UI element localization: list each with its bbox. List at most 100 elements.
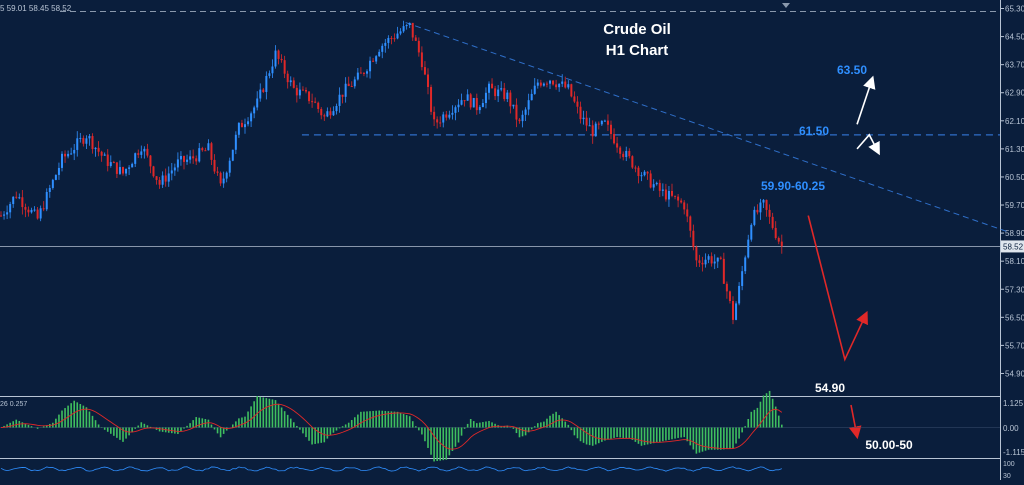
chart-title-line2: H1 Chart	[606, 42, 669, 59]
candle-body	[128, 167, 131, 169]
candle-body	[692, 230, 695, 248]
candle-body	[51, 179, 54, 188]
candle-body	[600, 120, 603, 125]
candle-body	[237, 122, 240, 135]
candle-body	[448, 114, 451, 118]
candle-body	[646, 171, 649, 174]
candle-body	[616, 143, 619, 148]
candle-body	[9, 204, 12, 213]
candle-body	[88, 136, 91, 139]
price-tick-label: 65.30	[1005, 5, 1024, 14]
candle-body	[741, 271, 744, 286]
candle-body	[597, 123, 600, 125]
candle-body	[576, 101, 579, 107]
candle-body	[585, 117, 588, 126]
candle-body	[375, 56, 378, 62]
candle-body	[57, 167, 60, 175]
candle-body	[768, 209, 771, 217]
candle-body	[195, 158, 198, 162]
candle-body	[277, 50, 280, 59]
candle-body	[158, 179, 161, 185]
candle-body	[103, 154, 106, 156]
bear-extension-arrow	[848, 404, 862, 440]
price-tick-label: 64.50	[1005, 33, 1024, 42]
annotation-50-00-50: 50.00-50	[865, 438, 913, 452]
candle-body	[716, 257, 719, 262]
price-tick-label: 62.10	[1005, 117, 1024, 126]
candle-body	[561, 81, 564, 84]
candle-body	[253, 107, 256, 114]
candle-body	[298, 89, 301, 96]
candle-body	[225, 172, 228, 179]
candle-body	[686, 209, 689, 217]
candle-body	[744, 257, 747, 272]
candle-body	[170, 170, 173, 174]
candle-body	[750, 224, 753, 240]
candle-body	[606, 120, 609, 125]
price-tick-label: 59.70	[1005, 201, 1024, 210]
candle-body	[439, 122, 442, 124]
candle-body	[549, 80, 551, 84]
price-tick-label: 54.90	[1005, 369, 1024, 378]
candle-body	[247, 121, 250, 125]
candle-body	[527, 100, 530, 110]
candle-body	[555, 84, 558, 88]
candle-body	[91, 136, 94, 150]
candle-body	[21, 197, 24, 208]
candle-body	[335, 105, 338, 112]
candle-body	[369, 60, 372, 72]
candle-body	[173, 167, 176, 171]
candle-body	[27, 209, 30, 213]
candle-body	[115, 162, 118, 174]
candle-body	[320, 108, 323, 116]
candle-body	[524, 109, 527, 115]
candle-body	[588, 125, 591, 127]
candle-body	[240, 122, 243, 128]
candle-body	[381, 45, 384, 52]
candle-body	[3, 214, 6, 216]
candle-body	[753, 209, 756, 225]
candle-body	[780, 241, 783, 247]
candle-body	[6, 212, 9, 215]
candle-body	[64, 153, 67, 157]
candle-body	[591, 125, 594, 137]
candle-body	[67, 153, 70, 157]
candle-body	[155, 176, 158, 180]
candle-body	[353, 79, 356, 87]
candle-body	[372, 60, 375, 62]
candle-body	[478, 107, 481, 111]
scroll-marker-icon[interactable]	[782, 3, 790, 8]
candle-body	[460, 100, 463, 105]
candle-body	[704, 259, 707, 265]
candle-body	[695, 247, 698, 261]
candle-body	[622, 153, 625, 158]
candle-body	[417, 40, 420, 53]
candle-body	[631, 156, 634, 168]
candle-body	[106, 154, 109, 166]
candle-body	[262, 89, 265, 92]
candle-body	[756, 209, 759, 213]
price-tick-label: 63.70	[1005, 61, 1024, 70]
candle-body	[463, 100, 466, 102]
osc-tick-2: 0.00	[1003, 424, 1019, 433]
candle-body	[579, 106, 582, 120]
candle-body	[61, 153, 63, 168]
candle-body	[475, 98, 478, 111]
candle-body	[326, 111, 329, 117]
candle-body	[366, 71, 368, 74]
candle-body	[222, 178, 225, 184]
candle-body	[167, 173, 170, 182]
candle-body	[73, 149, 76, 154]
price-tick-label: 58.10	[1005, 257, 1024, 266]
candle-body	[82, 137, 85, 144]
candle-body	[143, 148, 146, 152]
sub-indicator-line	[0, 466, 782, 472]
candle-body	[259, 89, 262, 99]
candle-body	[494, 88, 497, 97]
candle-body	[521, 114, 524, 122]
candle-body	[637, 167, 640, 177]
candle-body	[122, 167, 124, 174]
candle-body	[15, 196, 18, 198]
candle-body	[161, 175, 164, 185]
candle-body	[613, 134, 616, 144]
